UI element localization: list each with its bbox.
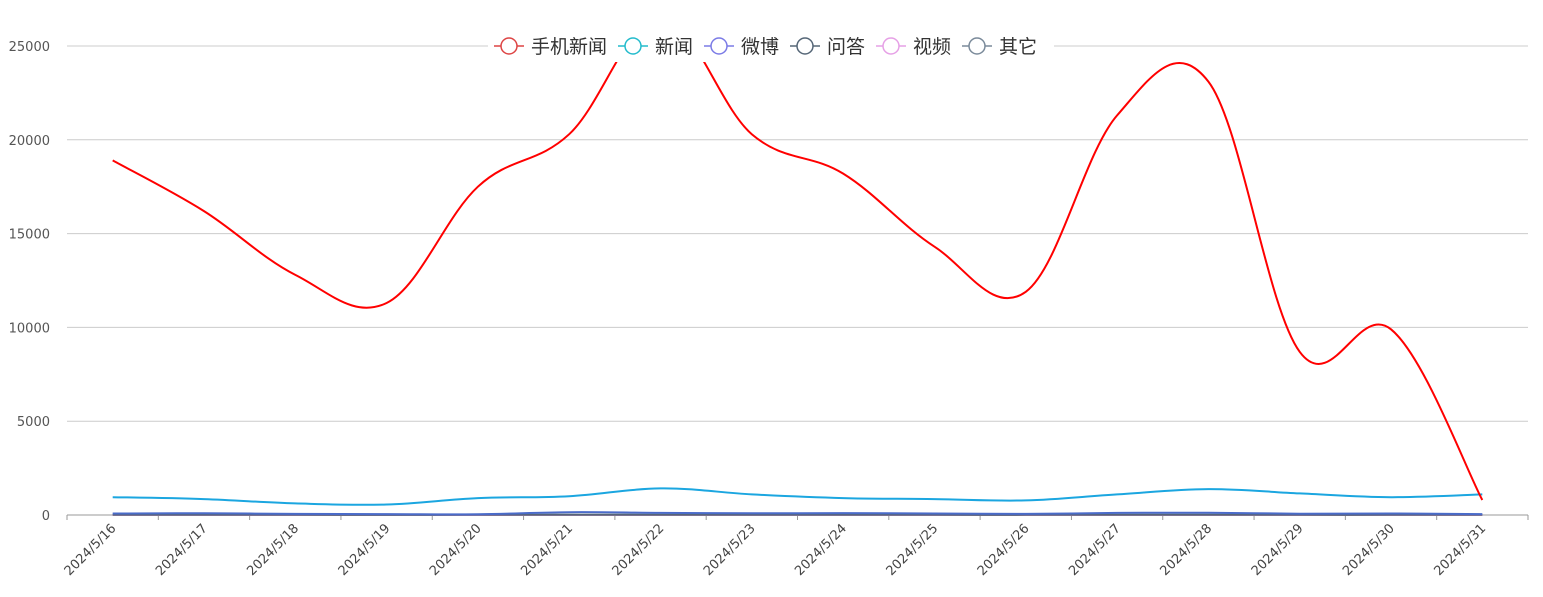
x-tick-label: 2024/5/25 [884,521,942,579]
x-tick-label: 2024/5/22 [610,521,668,579]
legend-label: 微博 [741,36,779,58]
x-tick-label: 2024/5/18 [244,521,302,579]
x-tick-label: 2024/5/19 [336,521,394,579]
y-tick-label: 15000 [9,228,50,243]
legend-marker-icon [968,37,986,55]
series-line-手机新闻[interactable] [112,18,1484,501]
legend-marker-icon [710,37,728,55]
y-tick-label: 10000 [9,321,50,336]
legend[interactable]: 手机新闻 新闻 微博 问答 视频 其它 [488,30,1054,62]
legend-item[interactable]: 问答 [790,36,865,58]
x-tick-label: 2024/5/17 [153,521,211,579]
legend-label: 视频 [913,36,951,58]
x-tick-label: 2024/5/21 [518,521,576,579]
axis-layer: 0 5000 10000 15000 20000 25000 2024/5/16 2024/5… [9,40,1529,579]
legend-label: 新闻 [655,36,693,58]
legend-background [488,30,1054,62]
legend-marker-icon [624,37,642,55]
x-tick-label: 2024/5/24 [792,521,850,579]
x-tick-label: 2024/5/23 [701,521,759,579]
legend-item[interactable]: 微博 [704,36,779,58]
y-tick-label: 25000 [9,40,50,55]
x-tick-label: 2024/5/29 [1249,521,1307,579]
legend-item[interactable]: 手机新闻 [494,36,607,58]
legend-label: 问答 [827,36,865,58]
y-tick-label: 5000 [17,415,50,430]
series-line-微博[interactable] [112,511,1483,516]
legend-marker-icon [882,37,900,55]
x-tick-label: 2024/5/26 [975,521,1033,579]
series-layer [112,18,1484,517]
legend-label: 其它 [999,36,1037,58]
legend-marker-icon [796,37,814,55]
x-tick-label: 2024/5/16 [62,521,120,579]
legend-marker-icon [500,37,518,55]
x-tick-label: 2024/5/20 [427,521,485,579]
x-tick-label: 2024/5/31 [1431,521,1489,579]
legend-item[interactable]: 视频 [876,36,951,58]
x-tick-label: 2024/5/27 [1066,521,1124,579]
legend-item[interactable]: 其它 [962,36,1037,58]
y-tick-label: 0 [42,509,50,524]
legend-label: 手机新闻 [531,36,607,58]
grid-layer [67,45,1528,422]
x-tick-label: 2024/5/28 [1157,521,1215,579]
y-tick-label: 20000 [9,134,50,149]
series-line-新闻[interactable] [112,487,1483,506]
x-tick-label: 2024/5/30 [1340,521,1398,579]
legend-item[interactable]: 新闻 [618,36,693,58]
